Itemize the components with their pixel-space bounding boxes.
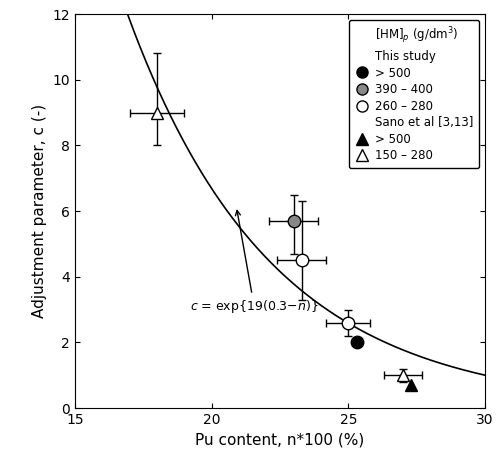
X-axis label: Pu content, n*100 (%): Pu content, n*100 (%) — [196, 432, 364, 447]
Legend: [HM]$_p$ (g/dm$^3$), This study, > 500, 390 – 400, 260 – 280, Sano et al [3,13],: [HM]$_p$ (g/dm$^3$), This study, > 500, … — [349, 20, 479, 168]
Y-axis label: Adjustment parameter, c (-): Adjustment parameter, c (-) — [32, 104, 47, 318]
Text: $c$ = exp{19(0.3$-$$n$)}: $c$ = exp{19(0.3$-$$n$)} — [190, 211, 318, 315]
